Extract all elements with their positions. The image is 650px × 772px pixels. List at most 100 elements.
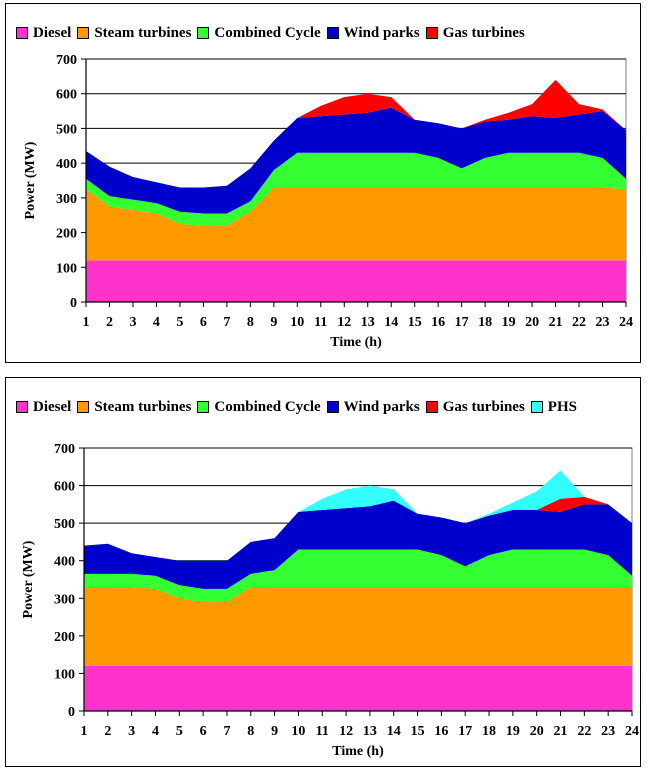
y-tick-label: 300 [56, 192, 77, 207]
x-tick-label: 15 [408, 315, 422, 330]
legend-label: Combined Cycle [214, 24, 321, 41]
x-tick-label: 19 [506, 724, 520, 739]
legend-item-gas-turbines: Gas turbines [425, 396, 525, 418]
y-axis-title: Power (MW) [21, 540, 36, 618]
y-tick-label: 600 [56, 88, 77, 103]
x-tick-label: 7 [223, 724, 230, 739]
y-axis-title: Power (MW) [23, 141, 38, 219]
x-tick-label: 14 [387, 724, 401, 739]
x-tick-label: 16 [431, 315, 445, 330]
legend-swatch [16, 401, 28, 413]
series-area-gas-turbines [86, 79, 626, 188]
legend-label: Diesel [33, 24, 72, 41]
series-area-wind-parks [84, 500, 632, 589]
legend-swatch [77, 27, 90, 39]
legend-swatch [425, 401, 438, 413]
x-tick-label: 15 [411, 724, 425, 739]
x-tick-label: 19 [502, 315, 516, 330]
legend-label: Diesel [33, 398, 72, 415]
x-axis-title: Time (h) [332, 744, 384, 759]
legend: Diesel Steam turbines Combined Cycle Wind p… [16, 396, 632, 418]
x-tick-label: 9 [271, 724, 278, 739]
x-tick-label: 11 [316, 724, 329, 739]
y-tick-label: 100 [54, 667, 75, 682]
x-tick-label: 13 [361, 315, 375, 330]
x-tick-label: 23 [596, 315, 610, 330]
x-tick-label: 10 [290, 315, 304, 330]
series-area-combined-cycle [86, 152, 626, 226]
y-tick-label: 500 [56, 122, 77, 137]
legend-item-combined-cycle: Combined Cycle [197, 396, 321, 418]
x-tick-label: 6 [200, 724, 207, 739]
y-tick-label: 200 [54, 630, 75, 645]
x-tick-label: 22 [572, 315, 586, 330]
x-tick-label: 7 [223, 315, 230, 330]
x-tick-label: 5 [176, 315, 183, 330]
y-tick-label: 600 [54, 480, 75, 495]
x-tick-label: 5 [176, 724, 183, 739]
y-tick-label: 100 [56, 261, 77, 276]
x-tick-label: 18 [478, 315, 492, 330]
legend-item-steam-turbines: Steam turbines [77, 22, 191, 44]
chart-panel-top: Diesel Steam turbines Combined Cycle Wind p… [5, 3, 641, 363]
legend-item-diesel: Diesel [16, 22, 71, 44]
x-tick-label: 3 [129, 315, 136, 330]
x-tick-label: 2 [106, 315, 113, 330]
y-tick-label: 0 [70, 296, 77, 311]
x-tick-label: 14 [384, 315, 398, 330]
x-tick-label: 10 [291, 724, 305, 739]
legend: Diesel Steam turbines Combined Cycle Wind p… [16, 22, 632, 44]
legend-label: Wind parks [343, 398, 420, 415]
legend-item-diesel: Diesel [16, 396, 71, 418]
legend-swatch [77, 401, 90, 413]
x-axis-title: Time (h) [330, 335, 382, 350]
x-tick-label: 4 [152, 724, 159, 739]
x-tick-label: 24 [619, 315, 633, 330]
legend-item-phs: PHS [530, 396, 577, 418]
x-tick-label: 3 [128, 724, 135, 739]
x-tick-label: 11 [314, 315, 327, 330]
x-tick-label: 1 [83, 315, 90, 330]
y-tick-label: 200 [56, 227, 77, 242]
x-tick-label: 24 [625, 724, 639, 739]
legend-item-steam-turbines: Steam turbines [77, 396, 191, 418]
x-tick-label: 1 [81, 724, 88, 739]
x-tick-label: 17 [455, 315, 469, 330]
legend-label: Gas turbines [442, 24, 525, 41]
y-tick-label: 400 [54, 555, 75, 570]
legend-swatch [197, 27, 210, 39]
legend-label: PHS [547, 398, 577, 415]
x-tick-label: 17 [458, 724, 472, 739]
legend-item-combined-cycle: Combined Cycle [197, 22, 321, 44]
series-area-diesel [86, 260, 626, 302]
y-tick-label: 500 [54, 517, 75, 532]
x-tick-label: 22 [577, 724, 591, 739]
x-tick-label: 4 [153, 315, 160, 330]
legend-swatch [425, 27, 438, 39]
chart-panel-bottom: Diesel Steam turbines Combined Cycle Wind p… [5, 377, 641, 767]
x-tick-label: 16 [434, 724, 448, 739]
y-tick-label: 300 [54, 592, 75, 607]
y-tick-label: 700 [56, 53, 77, 68]
series-area-wind-parks [86, 107, 626, 214]
legend-label: Wind parks [343, 24, 420, 41]
x-tick-label: 23 [601, 724, 615, 739]
x-tick-label: 8 [247, 315, 254, 330]
legend-swatch [530, 401, 543, 413]
x-tick-label: 9 [270, 315, 277, 330]
y-tick-label: 700 [54, 442, 75, 457]
x-tick-label: 12 [337, 315, 351, 330]
x-tick-label: 13 [363, 724, 377, 739]
legend-item-gas-turbines: Gas turbines [425, 22, 525, 44]
x-tick-label: 12 [339, 724, 353, 739]
y-tick-label: 400 [56, 157, 77, 172]
legend-item-wind-parks: Wind parks [326, 22, 420, 44]
x-tick-label: 8 [247, 724, 254, 739]
series-area-diesel [84, 665, 632, 711]
x-tick-label: 18 [482, 724, 496, 739]
legend-label: Gas turbines [442, 398, 525, 415]
x-tick-label: 20 [525, 315, 539, 330]
y-tick-label: 0 [68, 705, 75, 720]
